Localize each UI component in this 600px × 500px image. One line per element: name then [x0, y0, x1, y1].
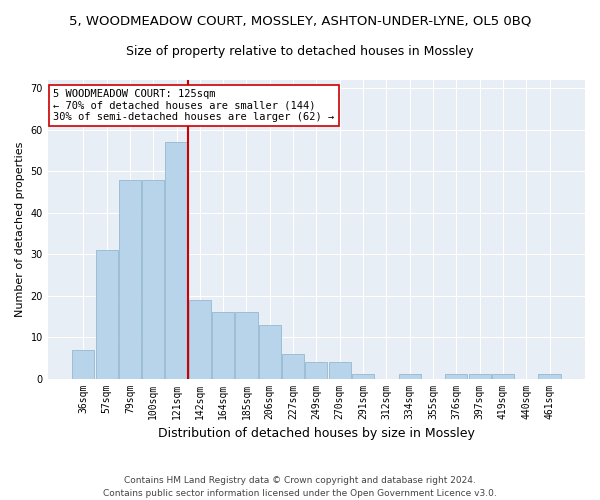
Bar [235, 312, 257, 378]
Bar [212, 312, 234, 378]
Bar [329, 362, 351, 378]
Text: Size of property relative to detached houses in Mossley: Size of property relative to detached ho… [126, 45, 474, 58]
Bar [445, 374, 467, 378]
Bar [166, 142, 188, 378]
X-axis label: Distribution of detached houses by size in Mossley: Distribution of detached houses by size … [158, 427, 475, 440]
Bar [119, 180, 141, 378]
Bar [398, 374, 421, 378]
Bar [305, 362, 328, 378]
Bar [492, 374, 514, 378]
Bar [142, 180, 164, 378]
Bar [72, 350, 94, 378]
Text: Contains HM Land Registry data © Crown copyright and database right 2024.
Contai: Contains HM Land Registry data © Crown c… [103, 476, 497, 498]
Y-axis label: Number of detached properties: Number of detached properties [15, 142, 25, 317]
Bar [352, 374, 374, 378]
Bar [259, 324, 281, 378]
Bar [282, 354, 304, 378]
Bar [189, 300, 211, 378]
Bar [469, 374, 491, 378]
Text: 5, WOODMEADOW COURT, MOSSLEY, ASHTON-UNDER-LYNE, OL5 0BQ: 5, WOODMEADOW COURT, MOSSLEY, ASHTON-UND… [69, 15, 531, 28]
Bar [538, 374, 560, 378]
Text: 5 WOODMEADOW COURT: 125sqm
← 70% of detached houses are smaller (144)
30% of sem: 5 WOODMEADOW COURT: 125sqm ← 70% of deta… [53, 89, 334, 122]
Bar [95, 250, 118, 378]
